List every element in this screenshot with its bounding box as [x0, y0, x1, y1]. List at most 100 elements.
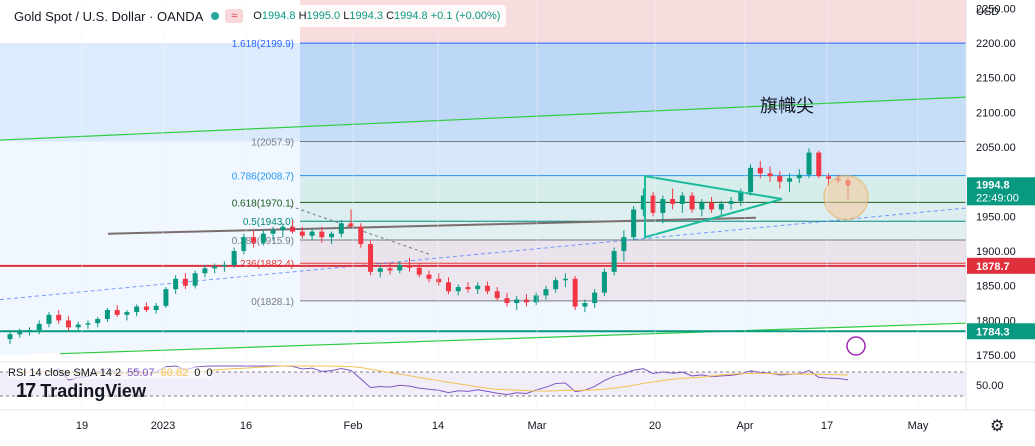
candle-body: [621, 237, 627, 252]
fib-label-0: 1.618(2199.9): [232, 39, 294, 50]
candle-body: [387, 268, 393, 271]
candle-body: [290, 226, 296, 232]
candle-body: [670, 199, 676, 204]
candle-body: [484, 285, 490, 292]
price-tick-4: 2050.00: [976, 142, 1016, 154]
candle-body: [299, 231, 305, 236]
candle-body: [543, 289, 549, 296]
candle-body: [251, 237, 257, 243]
candle-body: [7, 334, 13, 340]
candle-body: [728, 201, 734, 204]
candle-body: [601, 271, 607, 293]
candle-body: [163, 289, 169, 306]
candle-body: [338, 223, 344, 234]
candle-body: [17, 332, 23, 335]
wave-icon[interactable]: ≈: [225, 9, 244, 23]
tradingview-logo[interactable]: 17 TradingView: [16, 380, 146, 402]
candle-body: [826, 176, 832, 179]
close-value: 1994.8: [394, 10, 428, 22]
key-level-label-0: 1878.7: [976, 261, 1010, 273]
candle-body: [689, 195, 695, 210]
candle-body: [738, 192, 744, 202]
candle-body: [679, 195, 685, 204]
currency-label[interactable]: USD: [976, 6, 1000, 18]
high-label: H: [298, 10, 307, 22]
candle-body: [407, 264, 413, 268]
candle-body: [134, 306, 140, 313]
time-tick-9: May: [908, 420, 929, 432]
candle-body: [377, 268, 383, 272]
key-level-box-1: [967, 323, 1035, 340]
candle-body: [426, 274, 432, 279]
candle-body: [319, 231, 325, 238]
candle-body: [124, 312, 130, 315]
candle-body: [709, 202, 715, 210]
key-level-label-1: 1784.3: [976, 326, 1010, 338]
candle-body: [806, 152, 812, 175]
fib-label-2: 0.786(2008.7): [232, 172, 294, 183]
time-tick-2: 16: [240, 420, 252, 432]
candle-body: [514, 299, 520, 304]
highlight-circle: [823, 174, 869, 221]
time-tick-0: 19: [76, 420, 88, 432]
low-label: L: [343, 10, 350, 22]
candle-body: [455, 287, 461, 292]
time-tick-5: Mar: [528, 420, 547, 432]
rsi-sma-value: 60.82: [160, 367, 189, 379]
candle-body: [231, 251, 237, 265]
candle-body: [553, 280, 559, 290]
rsi-header: RSI 14 close SMA 14 2 55.07 60.82 0 0: [8, 367, 213, 379]
open-label: O: [253, 10, 262, 22]
time-tick-1: 2023: [151, 420, 175, 432]
fib-zone-2: [300, 141, 966, 176]
market-status-icon: [211, 12, 220, 20]
candle-body: [46, 314, 52, 324]
price-tick-0: 2250.00: [976, 3, 1016, 15]
candle-body: [699, 202, 705, 210]
current-price-box: [967, 177, 1035, 206]
logo-mark: 17: [16, 379, 36, 402]
candle-body: [748, 167, 754, 193]
gear-icon[interactable]: ⚙: [990, 418, 1005, 435]
candle-body: [348, 223, 354, 227]
candle-body: [416, 267, 422, 275]
rsi-value: 55.07: [127, 367, 155, 379]
price-tick-7: 1900.00: [976, 246, 1016, 258]
candle-body: [494, 291, 500, 299]
candle-body: [221, 264, 227, 267]
time-tick-8: 17: [821, 420, 833, 432]
time-tick-7: Apr: [736, 420, 753, 432]
candle-body: [280, 226, 286, 231]
change-value: +0.1 (+0.00%): [430, 10, 501, 22]
time-tick-6: 20: [649, 420, 661, 432]
candle-body: [465, 287, 471, 290]
candle-body: [397, 264, 403, 271]
candle-body: [85, 323, 91, 325]
symbol-title[interactable]: Gold Spot / U.S. Dollar · OANDA: [14, 8, 204, 24]
support-trend-line: [107, 216, 757, 235]
candle-body: [660, 199, 666, 213]
symbol-header: Gold Spot / U.S. Dollar · OANDA ≈ O 1994.…: [8, 5, 507, 27]
candle-body: [114, 309, 120, 315]
candle-body: [241, 237, 247, 252]
time-tick-4: 14: [432, 420, 444, 432]
channel-fill: [0, 97, 966, 356]
price-tick-10: 1750.00: [976, 350, 1016, 362]
time-tick-3: Feb: [344, 420, 363, 432]
candle-body: [153, 305, 159, 310]
candle-body: [611, 251, 617, 272]
pennant-triangle: [644, 174, 783, 239]
candle-body: [212, 266, 218, 269]
candle-body: [592, 292, 598, 304]
fib-label-4: 0.5(1943.0): [243, 217, 294, 228]
logo-text: TradingView: [40, 380, 146, 401]
high-value: 1995.0: [306, 10, 341, 22]
fib-zone-7: [300, 263, 966, 301]
candle-body: [36, 323, 42, 331]
fib-label-6: 0.236(1882.4): [232, 259, 294, 270]
candle-body: [796, 174, 802, 179]
candle-body: [56, 314, 62, 321]
candle-body: [173, 278, 179, 290]
rsi-label[interactable]: RSI 14 close SMA 14 2: [8, 367, 122, 379]
